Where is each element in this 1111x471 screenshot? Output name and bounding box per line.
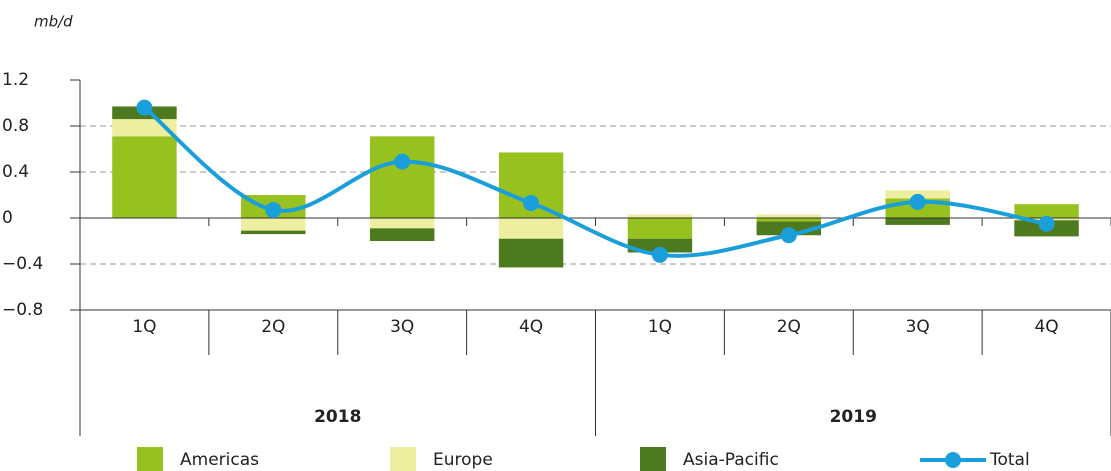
- bar-segment: [756, 214, 822, 218]
- x-tick-label: 1Q: [132, 317, 156, 337]
- x-group-label: 2018: [314, 407, 361, 427]
- bar-segment: [112, 136, 177, 218]
- bar-segment: [498, 238, 564, 268]
- bar-segment: [241, 230, 306, 235]
- x-tick-label: 4Q: [519, 317, 543, 337]
- total-marker: [780, 227, 797, 244]
- total-marker: [265, 201, 282, 218]
- y-tick-label: −0.8: [2, 300, 43, 320]
- x-tick-label: 2Q: [777, 317, 801, 337]
- bar-segment: [627, 218, 693, 239]
- bar-segment: [241, 218, 306, 231]
- x-tick-label: 4Q: [1034, 317, 1058, 337]
- legend-swatch: [390, 447, 416, 471]
- total-marker: [1038, 215, 1055, 232]
- legend-label: Asia-Pacific: [683, 450, 779, 470]
- bar-segment: [756, 218, 822, 222]
- x-group-label: 2019: [830, 407, 877, 427]
- total-marker: [523, 195, 540, 212]
- y-tick-label: 1.2: [2, 70, 29, 90]
- bar-segment: [369, 218, 435, 229]
- bar-segment: [498, 218, 564, 239]
- total-marker: [136, 99, 153, 116]
- total-marker: [394, 153, 411, 170]
- total-marker: [651, 246, 668, 263]
- y-tick-label: 0.8: [2, 116, 29, 136]
- y-tick-label: −0.4: [2, 254, 43, 274]
- legend-swatch: [137, 447, 163, 471]
- x-tick-label: 1Q: [648, 317, 672, 337]
- bar-segment: [369, 228, 435, 241]
- bar-segment: [369, 136, 435, 218]
- bar-segment: [885, 218, 950, 225]
- total-marker: [909, 193, 926, 210]
- y-tick-label: 0.4: [2, 162, 29, 182]
- bar-segment: [1014, 204, 1079, 218]
- legend-label: Europe: [433, 450, 493, 470]
- y-axis-label: mb/d: [34, 13, 73, 31]
- y-tick-label: 0: [2, 208, 13, 228]
- x-tick-label: 3Q: [390, 317, 414, 337]
- x-tick-label: 3Q: [906, 317, 930, 337]
- x-tick-label: 2Q: [261, 317, 285, 337]
- bar-segment: [627, 238, 693, 253]
- legend-label: Total: [989, 450, 1030, 470]
- legend-label: Americas: [180, 450, 259, 470]
- bar-segment: [627, 214, 693, 218]
- legend-swatch: [640, 447, 666, 471]
- legend-marker: [945, 452, 961, 468]
